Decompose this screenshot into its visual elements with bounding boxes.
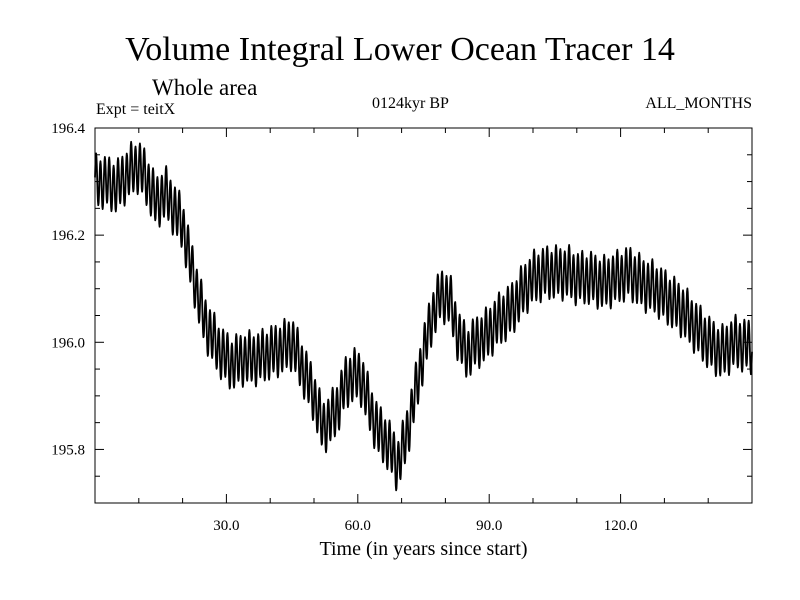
y-tick-label: 196.2 — [51, 228, 85, 244]
x-axis-label: Time (in years since start) — [319, 538, 528, 560]
months-label: ALL_MONTHS — [645, 95, 752, 112]
plot-frame — [94, 127, 753, 504]
y-tick-label: 196.4 — [51, 121, 85, 137]
series-line-tracer-14 — [94, 140, 753, 492]
tick-labels: 30.0 60.0 90.0 120.0 195.8 196.0 196.2 196.4 — [51, 121, 637, 534]
x-tick-label: 60.0 — [345, 518, 371, 534]
period-label: 0124kyr BP — [372, 95, 449, 112]
x-tick-label: 120.0 — [604, 518, 638, 534]
x-tick-label: 30.0 — [213, 518, 239, 534]
y-tick-label: 195.8 — [51, 442, 85, 458]
chart-subtitle: Whole area — [152, 75, 258, 100]
experiment-label: Expt = teitX — [96, 101, 176, 118]
x-tick-label: 90.0 — [476, 518, 502, 534]
chart-title: Volume Integral Lower Ocean Tracer 14 — [125, 31, 675, 68]
y-tick-label: 196.0 — [51, 335, 85, 351]
axis-ticks — [95, 128, 752, 503]
